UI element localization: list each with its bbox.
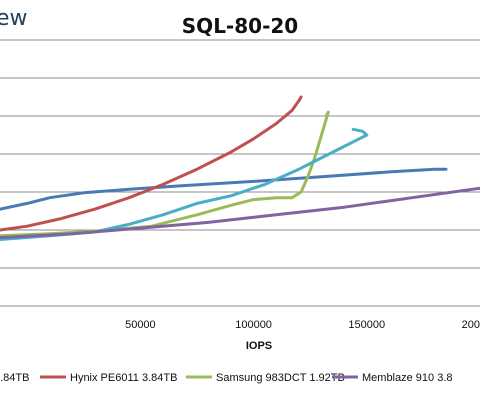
x-axis-ticks: 50000 100000 150000 200000 [125, 319, 480, 331]
legend-label: Memblaze 910 3.8 [362, 372, 453, 384]
brand-logo-fragment: ew [0, 6, 28, 31]
x-tick-label: 50000 [125, 319, 156, 331]
x-tick-label: 150000 [348, 319, 385, 331]
legend-label: Hynix PE6011 3.84TB [70, 372, 177, 384]
series-line-3 [0, 110, 330, 238]
series-line-2 [0, 95, 303, 232]
series-lines [0, 95, 480, 241]
chart-title: SQL-80-20 [181, 14, 299, 38]
series-line-5 [0, 186, 480, 240]
legend-label: Samsung 983DCT 1.92TB [216, 372, 345, 384]
gridlines [0, 39, 480, 307]
series-line-1 [0, 167, 448, 211]
x-axis-title: IOPS [246, 340, 272, 352]
x-tick-label: 100000 [235, 319, 272, 331]
legend-label: 3.84TB [0, 372, 29, 384]
legend: 3.84TB Hynix PE6011 3.84TB Samsung 983DCT … [0, 372, 453, 384]
x-tick-label: 200000 [462, 319, 480, 331]
